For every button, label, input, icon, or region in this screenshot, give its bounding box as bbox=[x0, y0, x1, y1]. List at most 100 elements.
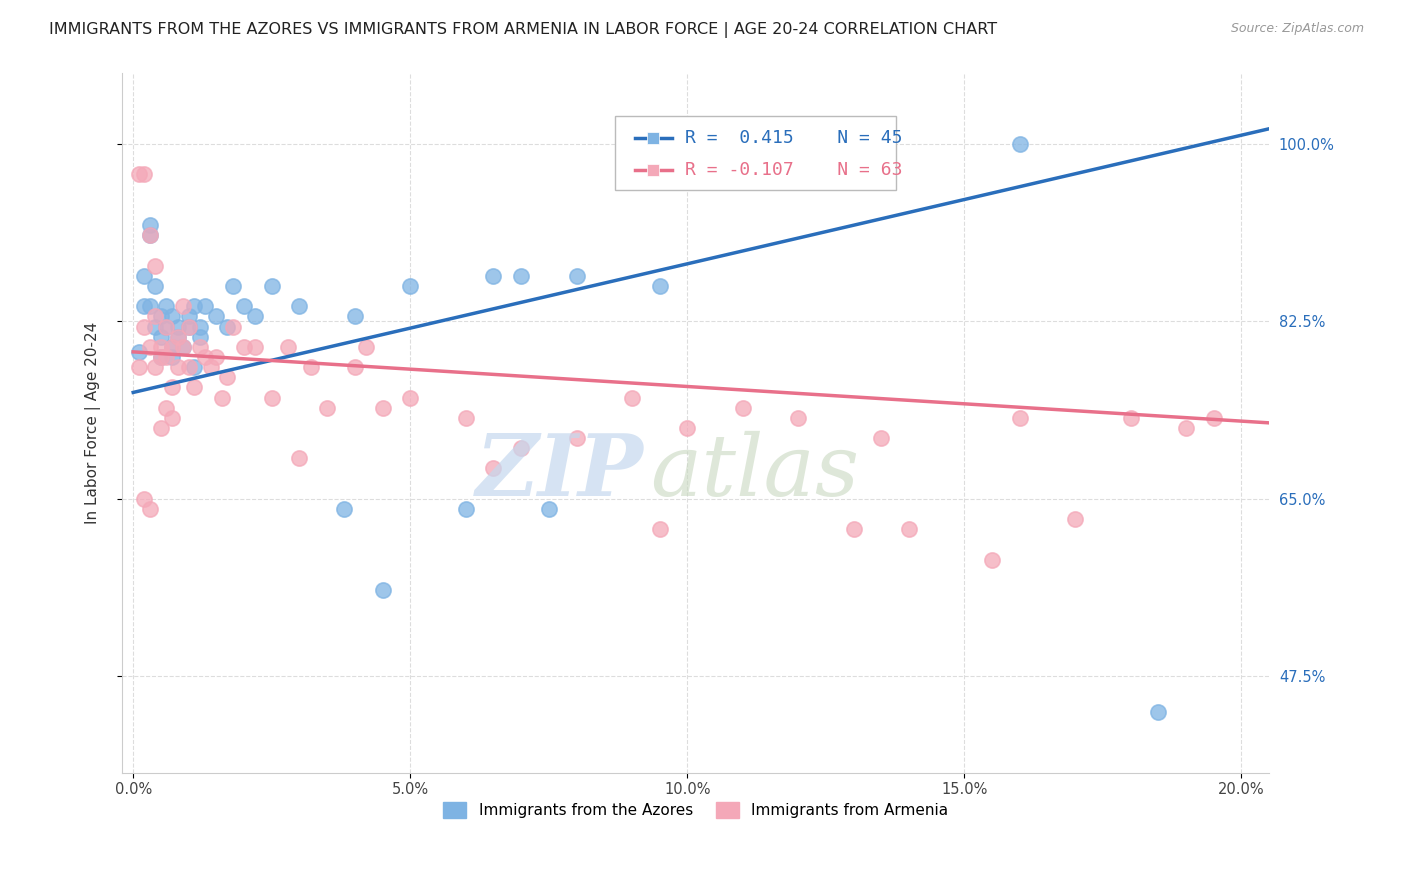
Point bbox=[454, 410, 477, 425]
Point bbox=[787, 410, 810, 425]
Point bbox=[160, 340, 183, 354]
Point bbox=[1119, 410, 1142, 425]
Point bbox=[160, 380, 183, 394]
Point bbox=[139, 502, 162, 516]
Point bbox=[139, 228, 162, 243]
Point bbox=[217, 370, 239, 384]
Point bbox=[981, 553, 1004, 567]
Y-axis label: In Labor Force | Age 20-24: In Labor Force | Age 20-24 bbox=[86, 322, 101, 524]
Point bbox=[149, 310, 172, 324]
Point bbox=[1202, 410, 1225, 425]
Point bbox=[188, 329, 211, 343]
Text: R =  0.415    N = 45: R = 0.415 N = 45 bbox=[685, 129, 903, 147]
Point bbox=[183, 380, 205, 394]
Point bbox=[233, 340, 256, 354]
Point bbox=[243, 310, 266, 324]
Point bbox=[510, 268, 533, 283]
Point bbox=[172, 340, 194, 354]
Point bbox=[648, 279, 671, 293]
Text: R = -0.107    N = 63: R = -0.107 N = 63 bbox=[685, 161, 903, 178]
Point bbox=[155, 319, 177, 334]
Point bbox=[172, 299, 194, 313]
Text: Source: ZipAtlas.com: Source: ZipAtlas.com bbox=[1230, 22, 1364, 36]
Point bbox=[211, 391, 233, 405]
Point bbox=[565, 268, 588, 283]
Point bbox=[177, 319, 200, 334]
Point bbox=[898, 522, 921, 536]
Point bbox=[149, 350, 172, 364]
Point bbox=[134, 168, 156, 182]
Point bbox=[1064, 512, 1087, 526]
Point bbox=[299, 360, 322, 375]
FancyBboxPatch shape bbox=[616, 116, 897, 190]
Point bbox=[128, 168, 150, 182]
Point bbox=[676, 421, 699, 435]
Point bbox=[188, 319, 211, 334]
Point bbox=[648, 522, 671, 536]
Text: atlas: atlas bbox=[650, 431, 859, 513]
Point bbox=[371, 401, 394, 415]
Point bbox=[139, 340, 162, 354]
Point bbox=[620, 391, 643, 405]
Point bbox=[333, 502, 356, 516]
Point bbox=[145, 360, 167, 375]
Point bbox=[134, 299, 156, 313]
Point bbox=[128, 360, 150, 375]
Point bbox=[134, 491, 156, 506]
Point bbox=[155, 350, 177, 364]
Point bbox=[399, 391, 422, 405]
Point bbox=[343, 310, 366, 324]
Point bbox=[288, 451, 311, 466]
Point bbox=[155, 299, 177, 313]
Text: IMMIGRANTS FROM THE AZORES VS IMMIGRANTS FROM ARMENIA IN LABOR FORCE | AGE 20-24: IMMIGRANTS FROM THE AZORES VS IMMIGRANTS… bbox=[49, 22, 997, 38]
Point bbox=[510, 441, 533, 455]
Point bbox=[217, 319, 239, 334]
Point bbox=[870, 431, 893, 445]
Point bbox=[149, 340, 172, 354]
Text: ZIP: ZIP bbox=[477, 430, 644, 514]
Point bbox=[454, 502, 477, 516]
Point bbox=[260, 391, 283, 405]
Point bbox=[288, 299, 311, 313]
Point bbox=[277, 340, 299, 354]
Point bbox=[149, 421, 172, 435]
Point bbox=[177, 360, 200, 375]
Point bbox=[160, 340, 183, 354]
Point bbox=[155, 319, 177, 334]
Legend: Immigrants from the Azores, Immigrants from Armenia: Immigrants from the Azores, Immigrants f… bbox=[437, 797, 955, 824]
Point bbox=[233, 299, 256, 313]
Point bbox=[482, 268, 505, 283]
Point bbox=[354, 340, 377, 354]
Point bbox=[399, 279, 422, 293]
Point bbox=[1008, 136, 1031, 151]
Point bbox=[139, 299, 162, 313]
Point bbox=[149, 329, 172, 343]
Point bbox=[166, 360, 188, 375]
Point bbox=[160, 350, 183, 364]
Point bbox=[145, 319, 167, 334]
Point bbox=[128, 344, 150, 359]
Point bbox=[371, 583, 394, 598]
Point bbox=[160, 410, 183, 425]
Point bbox=[172, 340, 194, 354]
Point bbox=[134, 319, 156, 334]
Point bbox=[149, 350, 172, 364]
Point bbox=[134, 268, 156, 283]
Point bbox=[166, 319, 188, 334]
Point bbox=[243, 340, 266, 354]
Point bbox=[222, 319, 245, 334]
Point bbox=[1175, 421, 1198, 435]
Point bbox=[177, 319, 200, 334]
Point bbox=[1147, 705, 1170, 719]
Point bbox=[842, 522, 865, 536]
Point bbox=[177, 310, 200, 324]
Point bbox=[194, 350, 217, 364]
Point bbox=[145, 279, 167, 293]
Point bbox=[205, 350, 228, 364]
Point bbox=[145, 310, 167, 324]
Point bbox=[205, 310, 228, 324]
Point bbox=[139, 218, 162, 232]
Point bbox=[260, 279, 283, 293]
Point bbox=[139, 228, 162, 243]
Point bbox=[155, 401, 177, 415]
